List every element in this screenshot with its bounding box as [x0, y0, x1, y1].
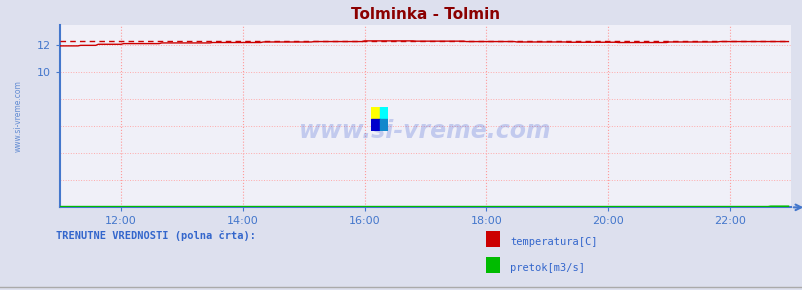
Bar [371, 107, 379, 119]
Bar [371, 119, 379, 130]
Text: TRENUTNE VREDNOSTI (polna črta):: TRENUTNE VREDNOSTI (polna črta): [56, 231, 256, 241]
Text: www.si-vreme.com: www.si-vreme.com [14, 80, 22, 152]
Text: www.si-vreme.com: www.si-vreme.com [299, 119, 551, 143]
Bar [379, 107, 388, 119]
Bar [379, 119, 388, 130]
Text: temperatura[C]: temperatura[C] [509, 237, 597, 247]
Text: pretok[m3/s]: pretok[m3/s] [509, 263, 584, 273]
Title: Tolminka - Tolmin: Tolminka - Tolmin [350, 7, 500, 22]
